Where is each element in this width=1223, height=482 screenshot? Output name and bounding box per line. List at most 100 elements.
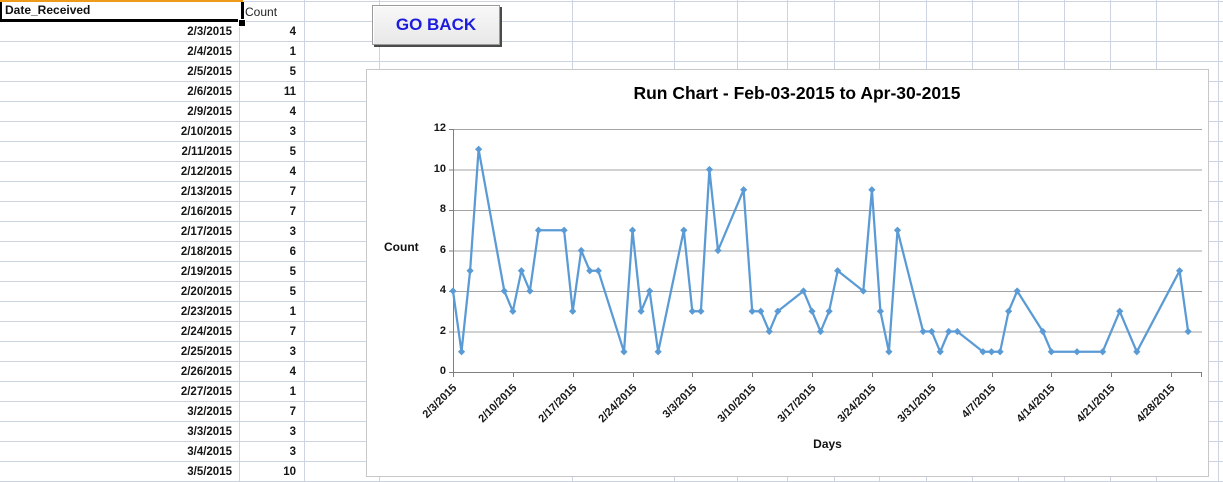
x-tick-label: 4/14/2015 (1014, 382, 1058, 426)
date-cell[interactable]: 2/23/2015 (180, 306, 232, 318)
header-cell-orange-border (0, 0, 243, 3)
chart-data-point (979, 348, 987, 356)
date-cell[interactable]: 2/19/2015 (180, 266, 232, 278)
chart-data-point (577, 246, 585, 255)
count-cell[interactable]: 3 (289, 226, 296, 238)
date-cell[interactable]: 2/18/2015 (180, 246, 232, 258)
count-cell[interactable]: 1 (289, 306, 296, 318)
cell-date-received-header[interactable]: Date_Received (0, 2, 244, 22)
y-tick-label: 2 (439, 324, 446, 337)
chart-data-point (594, 267, 602, 275)
date-cell[interactable]: 3/2/2015 (187, 406, 232, 418)
x-tick-label: 4/21/2015 (1074, 382, 1118, 426)
x-axis-title: Days (813, 437, 842, 451)
table-row: 2/4/2015 1 (0, 42, 305, 62)
chart-data-point (705, 165, 714, 174)
date-cell[interactable]: 2/3/2015 (187, 26, 232, 38)
chart-data-point (808, 307, 816, 315)
gridline (0, 41, 1223, 42)
count-cell[interactable]: 5 (289, 286, 296, 298)
count-cell[interactable]: 1 (289, 386, 296, 398)
chart-data-point (987, 348, 996, 356)
date-cell[interactable]: 2/10/2015 (180, 126, 232, 138)
chart-data-point (586, 267, 594, 275)
date-cell[interactable]: 2/6/2015 (187, 86, 232, 98)
count-cell[interactable]: 7 (289, 206, 296, 218)
count-cell[interactable]: 3 (289, 346, 296, 358)
date-cell[interactable]: 2/11/2015 (181, 146, 232, 158)
y-tick-label: 12 (433, 122, 446, 134)
count-cell[interactable]: 7 (289, 186, 296, 198)
count-cell[interactable]: 10 (283, 466, 296, 478)
gridline (1218, 0, 1219, 482)
date-cell[interactable]: 3/4/2015 (187, 446, 232, 458)
date-cell[interactable]: 2/4/2015 (187, 46, 232, 58)
date-cell[interactable]: 2/9/2015 (187, 106, 232, 118)
chart-data-point (945, 327, 953, 336)
chart-data-point (799, 287, 808, 295)
x-tick-label: 2/3/2015 (420, 382, 460, 421)
chart-data-point (1133, 348, 1141, 356)
date-cell[interactable]: 2/5/2015 (187, 66, 232, 78)
count-cell[interactable]: 11 (283, 86, 296, 98)
count-cell[interactable]: 7 (289, 406, 296, 418)
count-cell[interactable]: 1 (289, 46, 296, 58)
x-tick-label: 2/24/2015 (595, 382, 640, 426)
count-cell[interactable]: 7 (289, 326, 296, 338)
chart-data-point (714, 246, 722, 255)
date-cell[interactable]: 2/12/2015 (180, 166, 232, 178)
chart-data-point (936, 348, 944, 356)
chart-data-point (475, 145, 483, 153)
chart-data-point (1005, 307, 1013, 315)
chart-data-point (509, 307, 517, 315)
table-row: 2/3/2015 4 (0, 22, 305, 42)
chart-data-point (1073, 348, 1081, 356)
table-row: 3/2/2015 7 (0, 402, 305, 422)
date-cell[interactable]: 2/27/2015 (180, 386, 232, 398)
table-row: 2/17/2015 3 (0, 222, 305, 242)
table-row: 2/6/2015 11 (0, 82, 305, 102)
count-cell[interactable]: 4 (289, 26, 296, 38)
chart-data-point (457, 348, 466, 356)
gridline (0, 21, 1223, 22)
date-cell[interactable]: 2/24/2015 (180, 326, 232, 338)
chart-data-point (919, 327, 927, 336)
count-cell[interactable]: 4 (289, 366, 296, 378)
date-cell[interactable]: 2/16/2015 (180, 206, 232, 218)
gridline (0, 61, 1223, 62)
x-tick-label: 2/10/2015 (476, 382, 520, 426)
count-cell[interactable]: 4 (289, 106, 296, 118)
date-cell[interactable]: 3/3/2015 (187, 426, 232, 438)
chart-data-point (1039, 327, 1047, 336)
date-cell[interactable]: 3/5/2015 (187, 466, 232, 478)
count-cell[interactable]: 3 (289, 126, 296, 138)
table-row: 2/13/2015 7 (0, 182, 305, 202)
date-cell[interactable]: 2/26/2015 (180, 366, 232, 378)
chart-data-point (628, 226, 637, 234)
count-cell[interactable]: 4 (289, 166, 296, 178)
count-cell[interactable]: 5 (289, 266, 296, 278)
date-cell[interactable]: 2/20/2015 (180, 286, 232, 298)
go-back-button[interactable]: GO BACK (372, 5, 500, 45)
run-chart[interactable]: Run Chart - Feb-03-2015 to Apr-30-2015 C… (366, 69, 1209, 477)
cell-count-header[interactable]: Count (245, 5, 278, 19)
y-tick-label: 4 (439, 284, 446, 296)
table-row: 2/19/2015 5 (0, 262, 305, 282)
x-tick-label: 3/17/2015 (775, 382, 819, 426)
chart-data-point (1184, 327, 1192, 336)
chart-data-point (816, 327, 825, 336)
count-cell[interactable]: 6 (289, 246, 296, 258)
table-row: 2/27/2015 1 (0, 382, 305, 402)
date-cell[interactable]: 2/13/2015 (180, 186, 232, 198)
chart-data-point (466, 267, 474, 275)
chart-data-point (740, 186, 748, 194)
date-cell[interactable]: 2/17/2015 (180, 226, 232, 238)
count-cell[interactable]: 3 (289, 426, 296, 438)
count-cell[interactable]: 3 (289, 446, 296, 458)
chart-data-point (757, 307, 765, 315)
plot-area (449, 129, 1202, 377)
date-cell[interactable]: 2/25/2015 (180, 346, 232, 358)
count-cell[interactable]: 5 (289, 146, 296, 158)
fill-handle[interactable] (238, 19, 246, 27)
count-cell[interactable]: 5 (289, 66, 296, 78)
